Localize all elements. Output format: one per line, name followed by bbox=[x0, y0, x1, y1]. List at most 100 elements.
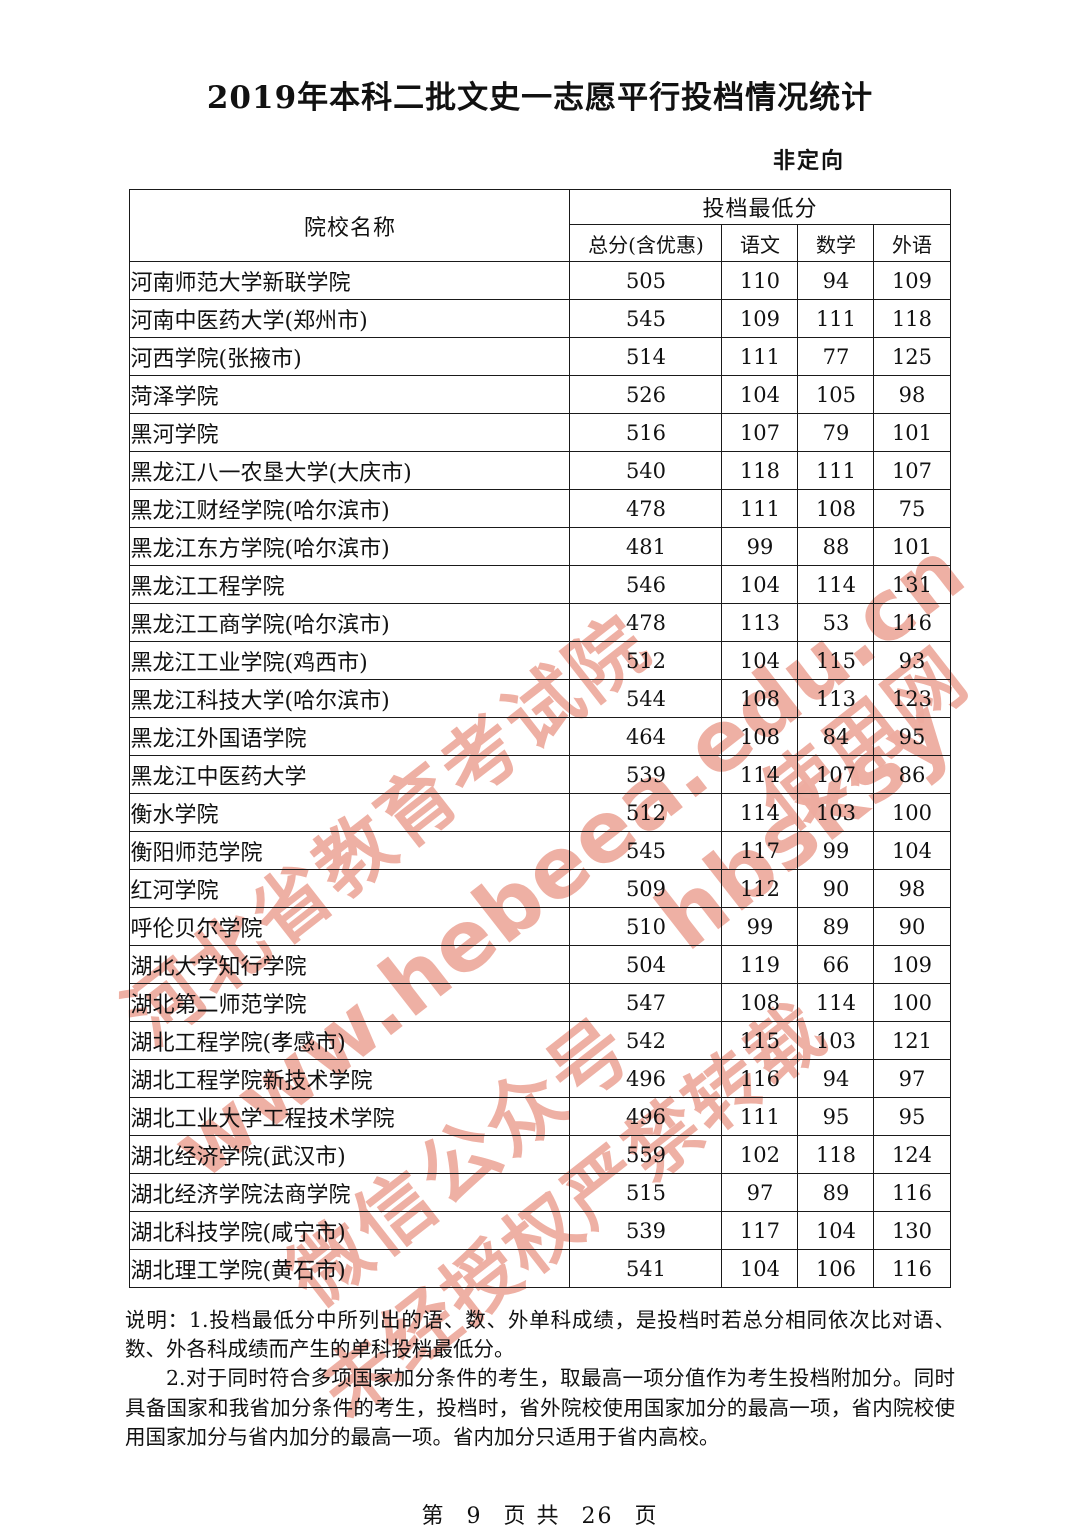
cell-chinese-score: 108 bbox=[721, 679, 799, 719]
cell-school-name: 湖北工程学院(孝感市) bbox=[129, 1021, 571, 1061]
table-row: 黑龙江财经学院(哈尔滨市) 478 111 108 75 bbox=[129, 489, 951, 529]
table-row: 河西学院(张掖市) 514 111 77 125 bbox=[129, 337, 951, 377]
cell-math-score: 66 bbox=[797, 945, 875, 985]
cell-chinese-score: 116 bbox=[721, 1059, 799, 1099]
cell-school-name: 菏泽学院 bbox=[129, 375, 571, 415]
cell-school-name: 黑龙江东方学院(哈尔滨市) bbox=[129, 527, 571, 567]
cell-chinese-score: 109 bbox=[721, 299, 799, 339]
cell-math-score: 88 bbox=[797, 527, 875, 567]
cell-total-score: 514 bbox=[569, 337, 723, 377]
cell-chinese-score: 117 bbox=[721, 831, 799, 871]
cell-chinese-score: 111 bbox=[721, 337, 799, 377]
cell-school-name: 湖北第二师范学院 bbox=[129, 983, 571, 1023]
table-row: 河南中医药大学(郑州市) 545 109 111 118 bbox=[129, 299, 951, 339]
cell-total-score: 481 bbox=[569, 527, 723, 567]
notes-section: 说明：1.投档最低分中所列出的语、数、外单科成绩，是投档时若总分相同依次比对语、… bbox=[125, 1306, 955, 1452]
cell-foreign-score: 101 bbox=[873, 413, 951, 453]
cell-math-score: 95 bbox=[797, 1097, 875, 1137]
cell-total-score: 512 bbox=[569, 641, 723, 681]
cell-chinese-score: 104 bbox=[721, 641, 799, 681]
cell-total-score: 478 bbox=[569, 603, 723, 643]
cell-foreign-score: 75 bbox=[873, 489, 951, 529]
cell-chinese-score: 107 bbox=[721, 413, 799, 453]
cell-chinese-score: 111 bbox=[721, 489, 799, 529]
cell-total-score: 545 bbox=[569, 831, 723, 871]
cell-total-score: 478 bbox=[569, 489, 723, 529]
cell-chinese-score: 104 bbox=[721, 565, 799, 605]
cell-math-score: 108 bbox=[797, 489, 875, 529]
cell-total-score: 505 bbox=[569, 261, 723, 301]
header-minimum-score-group: 投档最低分 bbox=[569, 189, 951, 226]
table-row: 湖北科技学院(咸宁市) 539 117 104 130 bbox=[129, 1211, 951, 1251]
cell-total-score: 504 bbox=[569, 945, 723, 985]
cell-school-name: 湖北工程学院新技术学院 bbox=[129, 1059, 571, 1099]
cell-foreign-score: 116 bbox=[873, 1249, 951, 1289]
cell-foreign-score: 130 bbox=[873, 1211, 951, 1251]
cell-foreign-score: 97 bbox=[873, 1059, 951, 1099]
cell-math-score: 99 bbox=[797, 831, 875, 871]
cell-foreign-score: 95 bbox=[873, 717, 951, 757]
cell-chinese-score: 117 bbox=[721, 1211, 799, 1251]
table-row: 黑龙江八一农垦大学(大庆市) 540 118 111 107 bbox=[129, 451, 951, 491]
cell-chinese-score: 108 bbox=[721, 717, 799, 757]
table-row: 红河学院 509 112 90 98 bbox=[129, 869, 951, 909]
cell-math-score: 103 bbox=[797, 793, 875, 833]
cell-chinese-score: 113 bbox=[721, 603, 799, 643]
cell-school-name: 衡阳师范学院 bbox=[129, 831, 571, 871]
cell-school-name: 湖北工业大学工程技术学院 bbox=[129, 1097, 571, 1137]
cell-foreign-score: 86 bbox=[873, 755, 951, 795]
cell-foreign-score: 98 bbox=[873, 375, 951, 415]
cell-total-score: 541 bbox=[569, 1249, 723, 1289]
cell-school-name: 湖北经济学院法商学院 bbox=[129, 1173, 571, 1213]
table-row: 湖北第二师范学院 547 108 114 100 bbox=[129, 983, 951, 1023]
cell-foreign-score: 109 bbox=[873, 261, 951, 301]
cell-math-score: 94 bbox=[797, 1059, 875, 1099]
cell-total-score: 496 bbox=[569, 1059, 723, 1099]
cell-foreign-score: 116 bbox=[873, 603, 951, 643]
cell-foreign-score: 131 bbox=[873, 565, 951, 605]
cell-foreign-score: 123 bbox=[873, 679, 951, 719]
cell-school-name: 黑龙江财经学院(哈尔滨市) bbox=[129, 489, 571, 529]
cell-foreign-score: 90 bbox=[873, 907, 951, 947]
cell-math-score: 114 bbox=[797, 983, 875, 1023]
table-row: 黑龙江外国语学院 464 108 84 95 bbox=[129, 717, 951, 757]
table-row: 湖北经济学院(武汉市) 559 102 118 124 bbox=[129, 1135, 951, 1175]
cell-math-score: 84 bbox=[797, 717, 875, 757]
note-line-1: 说明：1.投档最低分中所列出的语、数、外单科成绩，是投档时若总分相同依次比对语、… bbox=[125, 1308, 955, 1362]
table-row: 湖北理工学院(黄石市) 541 104 106 116 bbox=[129, 1249, 951, 1289]
cell-chinese-score: 99 bbox=[721, 907, 799, 947]
note-line-2: 2.对于同时符合多项国家加分条件的考生，取最高一项分值作为考生投档附加分。同时具… bbox=[125, 1366, 955, 1449]
cell-foreign-score: 107 bbox=[873, 451, 951, 491]
cell-total-score: 509 bbox=[569, 869, 723, 909]
cell-total-score: 545 bbox=[569, 299, 723, 339]
table-body: 河南师范大学新联学院 505 110 94 109 河南中医药大学(郑州市) 545 109 1… bbox=[129, 261, 951, 1289]
cell-school-name: 湖北大学知行学院 bbox=[129, 945, 571, 985]
cell-school-name: 湖北经济学院(武汉市) bbox=[129, 1135, 571, 1175]
cell-math-score: 111 bbox=[797, 451, 875, 491]
header-foreign-language-score: 外语 bbox=[873, 224, 951, 263]
cell-school-name: 黑龙江工业学院(鸡西市) bbox=[129, 641, 571, 681]
cell-foreign-score: 100 bbox=[873, 983, 951, 1023]
cell-math-score: 111 bbox=[797, 299, 875, 339]
admission-scores-table: 院校名称 投档最低分 总分(含优惠) 语文 数学 外语 河南师范大学新联学院 50… bbox=[129, 189, 951, 1289]
cell-math-score: 79 bbox=[797, 413, 875, 453]
cell-math-score: 94 bbox=[797, 261, 875, 301]
footer-middle: 页 共 bbox=[503, 1503, 561, 1529]
cell-total-score: 516 bbox=[569, 413, 723, 453]
footer-total-pages: 26 bbox=[581, 1503, 614, 1529]
cell-chinese-score: 111 bbox=[721, 1097, 799, 1137]
cell-foreign-score: 104 bbox=[873, 831, 951, 871]
cell-chinese-score: 119 bbox=[721, 945, 799, 985]
table-row: 衡阳师范学院 545 117 99 104 bbox=[129, 831, 951, 871]
cell-school-name: 湖北理工学院(黄石市) bbox=[129, 1249, 571, 1289]
cell-total-score: 559 bbox=[569, 1135, 723, 1175]
cell-total-score: 539 bbox=[569, 755, 723, 795]
cell-total-score: 547 bbox=[569, 983, 723, 1023]
cell-total-score: 544 bbox=[569, 679, 723, 719]
cell-math-score: 89 bbox=[797, 907, 875, 947]
table-row: 黑龙江工商学院(哈尔滨市) 478 113 53 116 bbox=[129, 603, 951, 643]
cell-foreign-score: 109 bbox=[873, 945, 951, 985]
cell-math-score: 104 bbox=[797, 1211, 875, 1251]
cell-foreign-score: 98 bbox=[873, 869, 951, 909]
table-row: 菏泽学院 526 104 105 98 bbox=[129, 375, 951, 415]
